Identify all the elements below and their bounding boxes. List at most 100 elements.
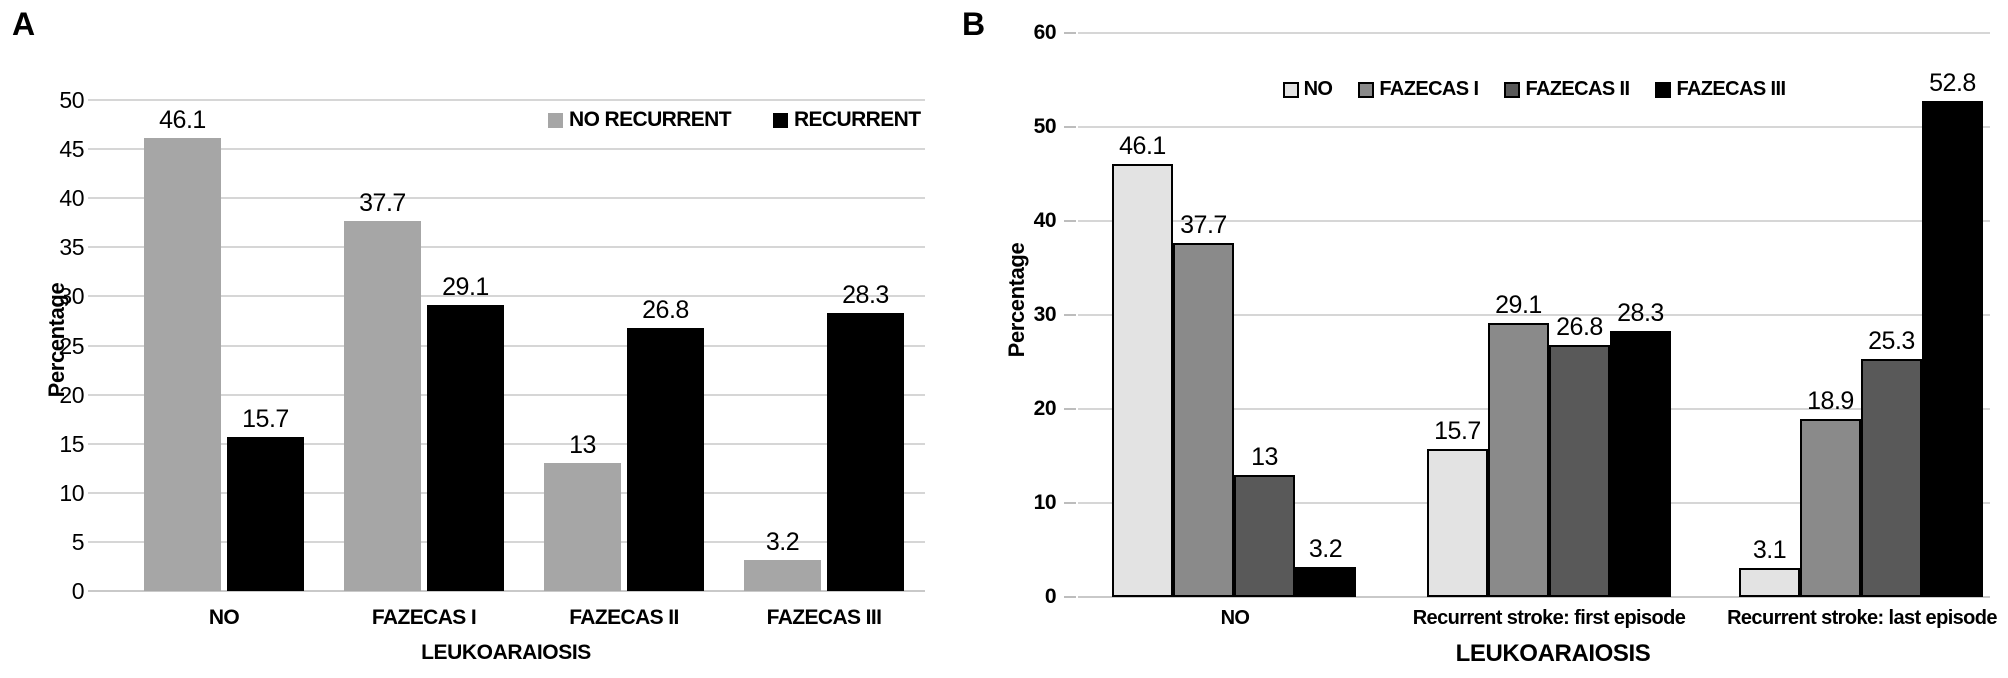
- y-tick-label-50: 50: [1033, 115, 1057, 138]
- legend-item-fazecas-i: FAZECAS I: [1358, 78, 1479, 101]
- y-tick-label-10: 10: [59, 479, 84, 506]
- legend-swatch-icon: [1358, 81, 1375, 98]
- panel-a-letter: A: [12, 6, 35, 42]
- legend-item-fazecas-iii: FAZECAS III: [1655, 78, 1786, 101]
- value-label: 15.7: [242, 405, 289, 433]
- gridline-50: [88, 99, 925, 101]
- gridline-40: [88, 197, 925, 200]
- bar-no-2: [1427, 449, 1488, 597]
- bar-fazecas-i-1: [1173, 243, 1234, 597]
- value-label: 37.7: [359, 189, 406, 217]
- bar-fazecas-i-2: [1488, 323, 1549, 597]
- panel-b-letter: B: [962, 6, 985, 42]
- legend-label: RECURRENT: [793, 108, 921, 131]
- bar-fazecas-i-3: [1800, 419, 1861, 597]
- value-label: 3.2: [1308, 535, 1343, 563]
- legend-swatch-icon: [1504, 81, 1521, 98]
- legend-item-fazecas-ii: FAZECAS II: [1504, 78, 1630, 101]
- bar-fazecas-ii-2: [1549, 345, 1610, 597]
- legend-swatch-icon: [548, 112, 563, 128]
- gridline-60: [1078, 32, 1990, 34]
- panel-a: A Percentage 46.1 15.7 37.7 29.1 13 26.8 3.2 28…: [12, 6, 925, 664]
- y-tick-mark-20: [1064, 408, 1076, 410]
- x-category-label-no: NO: [208, 606, 240, 629]
- panel-b: B Percentage 46.1 37.7 13 3.2 15.7 29.1 26.8 28…: [960, 0, 2008, 678]
- legend-label: NO RECURRENT: [569, 108, 732, 131]
- legend-swatch-icon: [1282, 81, 1299, 98]
- bar-fazecas-ii-3: [1861, 359, 1922, 597]
- y-tick-label-10: 10: [1033, 491, 1057, 514]
- gridline-15: [88, 442, 925, 445]
- bar-recurrent-4: [827, 313, 904, 591]
- legend-item-no-recurrent: NO RECURRENT: [548, 108, 732, 132]
- legend-item-no: NO: [1282, 78, 1333, 101]
- y-tick-label-0: 0: [1044, 585, 1057, 608]
- bar-no-1: [1112, 164, 1173, 597]
- x-category-label-no: NO: [1220, 607, 1250, 629]
- panel-a-x-axis-title: LEUKOARAIOSIS: [421, 641, 591, 664]
- y-tick-label-20: 20: [1033, 397, 1057, 420]
- panel-b-legend: NO FAZECAS I FAZECAS II FAZECAS III: [1078, 78, 1990, 101]
- x-category-label-recurrent-stroke-last-episode: Recurrent stroke: last episode: [1727, 607, 1997, 629]
- y-tick-label-30: 30: [59, 283, 84, 310]
- bar-fazecas-iii-1: [1295, 567, 1356, 597]
- value-label: 29.1: [442, 273, 489, 301]
- x-category-label-fazecas-i: FAZECAS I: [371, 606, 477, 629]
- value-label: 28.3: [842, 281, 889, 309]
- bar-recurrent-3: [627, 328, 704, 591]
- value-label: 26.8: [1556, 313, 1603, 341]
- value-label: 13: [1251, 443, 1278, 471]
- bar-recurrent-1: [227, 437, 304, 591]
- gridline-50: [1078, 126, 1990, 128]
- value-label: 26.8: [642, 296, 689, 324]
- gridline-20: [88, 393, 925, 396]
- legend-label: NO: [1303, 78, 1333, 100]
- y-tick-label-15: 15: [59, 430, 84, 457]
- legend-label: FAZECAS I: [1379, 78, 1479, 100]
- value-label: 13: [569, 431, 596, 459]
- bar-no-3: [1739, 568, 1800, 597]
- bar-no-recurrent-2: [344, 221, 421, 591]
- gridline-10: [88, 491, 925, 494]
- y-tick-mark-40: [1064, 220, 1076, 222]
- gridline-40: [1078, 220, 1990, 222]
- y-tick-label-60: 60: [1033, 21, 1057, 44]
- bar-fazecas-iii-3: [1922, 101, 1983, 597]
- y-tick-label-40: 40: [59, 185, 84, 212]
- x-category-label-recurrent-stroke-first-episode: Recurrent stroke: first episode: [1412, 607, 1686, 629]
- gridline-30: [88, 295, 925, 298]
- gridline-30: [1078, 314, 1990, 316]
- y-tick-mark-10: [1064, 502, 1076, 504]
- y-tick-label-50: 50: [59, 87, 84, 113]
- y-tick-label-5: 5: [71, 528, 85, 555]
- bar-no-recurrent-1: [144, 138, 221, 591]
- gridline-45: [88, 148, 925, 151]
- panel-b-plot-area: 46.1 37.7 13 3.2 15.7 29.1 26.8 28.3 3.1 18.9 25.3…: [1078, 32, 1990, 598]
- gridline-35: [88, 246, 925, 249]
- x-axis-line: [88, 590, 925, 592]
- y-tick-label-35: 35: [59, 234, 84, 261]
- panel-a-plot-area: 46.1 15.7 37.7 29.1 13 26.8 3.2 28.3: [88, 99, 925, 592]
- value-label: 29.1: [1495, 291, 1542, 319]
- x-category-label-fazecas-ii: FAZECAS II: [569, 606, 679, 629]
- legend-label: FAZECAS III: [1676, 78, 1786, 100]
- y-tick-label-30: 30: [1033, 303, 1057, 326]
- value-label: 18.9: [1807, 387, 1854, 415]
- y-tick-mark-0: [1064, 596, 1076, 598]
- x-axis-line: [1078, 596, 1990, 598]
- value-label: 46.1: [159, 106, 206, 134]
- y-tick-label-45: 45: [59, 136, 84, 163]
- legend-swatch-icon: [772, 112, 788, 128]
- y-tick-label-40: 40: [1033, 209, 1057, 232]
- value-label: 28.3: [1617, 299, 1664, 327]
- value-label: 52.8: [1929, 69, 1976, 97]
- y-tick-mark-50: [1064, 126, 1076, 128]
- y-tick-label-20: 20: [59, 381, 84, 408]
- legend-swatch-icon: [1655, 81, 1672, 98]
- panel-b-x-axis-title: LEUKOARAIOSIS: [1455, 640, 1651, 667]
- bar-no-recurrent-4: [744, 560, 821, 591]
- legend-label: FAZECAS II: [1525, 78, 1630, 100]
- value-label: 37.7: [1180, 211, 1227, 239]
- panel-a-legend: NO RECURRENT RECURRENT: [548, 108, 921, 132]
